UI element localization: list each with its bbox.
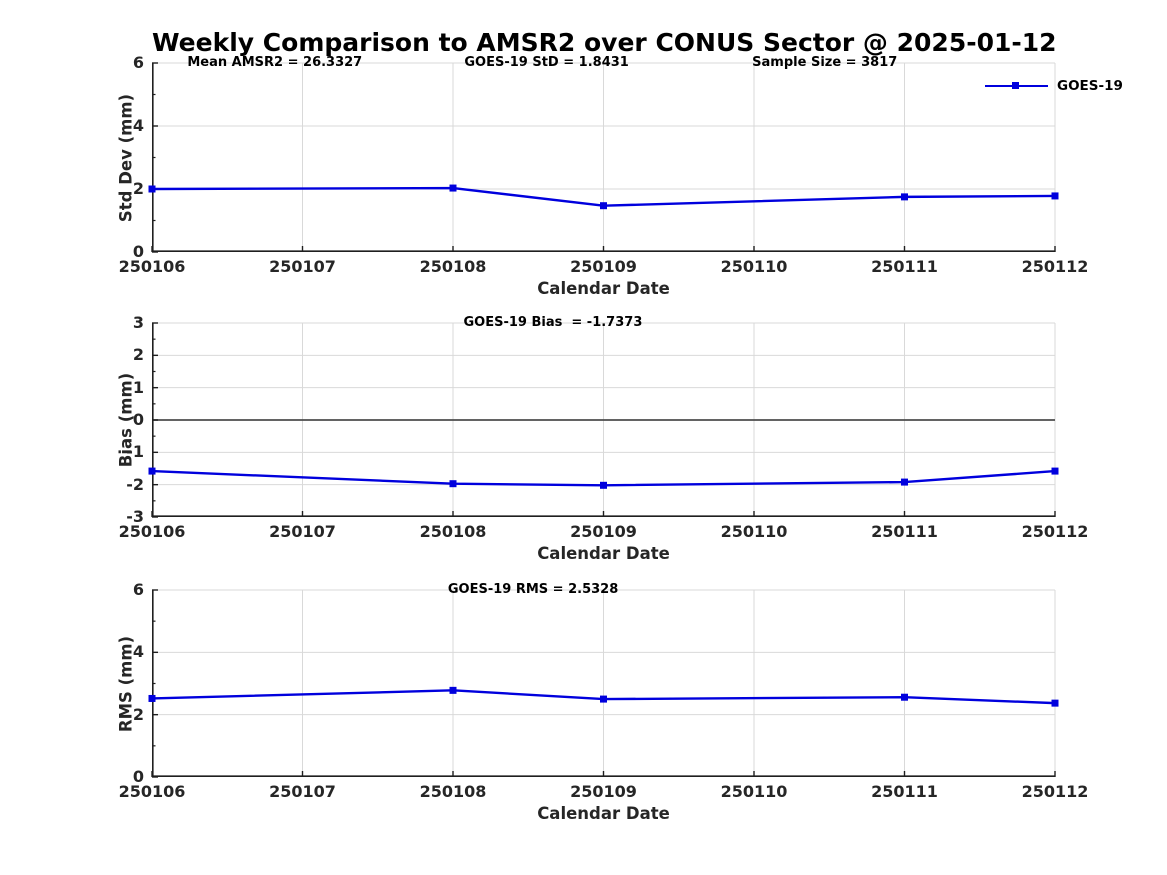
data-point-marker <box>1051 699 1059 707</box>
gridlines <box>152 589 1056 777</box>
data-point-marker <box>901 693 908 701</box>
y-tick-label: 0 <box>132 410 144 429</box>
x-tick-label: 250111 <box>871 257 938 276</box>
data-point-marker <box>1051 192 1059 200</box>
x-axis-label-stddev: Calendar Date <box>537 279 670 298</box>
legend-line-sample <box>985 82 1048 90</box>
y-tick-label: 2 <box>132 179 144 198</box>
x-tick-label: 250110 <box>720 257 788 276</box>
plot-area-bias <box>148 322 1059 518</box>
y-tick-label: 2 <box>132 704 144 724</box>
y-tick-label: 4 <box>132 116 144 135</box>
x-tick-label: 250106 <box>118 257 186 276</box>
x-tick-label: 250106 <box>118 522 186 541</box>
data-point-marker <box>148 694 156 702</box>
x-tick-label: 250111 <box>871 782 938 801</box>
annotation-stddev: GOES-19 StD = 1.8431 <box>464 55 629 70</box>
x-tick-label: 250109 <box>570 782 637 801</box>
x-tick-label: 250107 <box>269 782 336 801</box>
x-tick-label: 250106 <box>118 782 186 801</box>
plot-area-stddev <box>148 62 1059 253</box>
x-tick-label: 250110 <box>720 522 788 541</box>
axis-ticks <box>151 589 1056 778</box>
legend-square-marker-icon <box>1012 82 1019 90</box>
data-point-marker <box>449 480 457 488</box>
annotation-bias: GOES-19 Bias = -1.7373 <box>463 315 643 330</box>
x-axis-label-bias: Calendar Date <box>537 544 670 563</box>
legend-label: GOES-19 <box>1057 78 1123 94</box>
y-tick-label: 0 <box>132 767 144 786</box>
data-point-marker <box>1051 467 1059 475</box>
data-point-marker <box>449 686 457 694</box>
data-point-marker <box>148 185 156 193</box>
x-tick-label: 250108 <box>419 782 487 801</box>
data-point-marker <box>449 184 457 192</box>
data-point-marker <box>901 193 908 201</box>
x-tick-label: 250110 <box>720 782 788 801</box>
y-tick-label: -3 <box>126 507 144 526</box>
data-point-marker <box>600 695 607 703</box>
y-axis-label-stddev: Std Dev (mm) <box>116 93 136 222</box>
subplot-stddev: Std Dev (mm) Calendar Date GOES-19 25010… <box>117 53 1123 298</box>
chart-title: Weekly Comparison to AMSR2 over CONUS Se… <box>152 28 1057 57</box>
x-tick-label: 250112 <box>1021 782 1089 801</box>
y-tick-label: -2 <box>126 474 144 494</box>
annotation-stddev: Sample Size = 3817 <box>752 55 898 70</box>
x-tick-label: 250107 <box>269 522 336 541</box>
x-tick-label: 250112 <box>1021 522 1089 541</box>
legend: GOES-19 <box>985 77 1123 95</box>
x-tick-label: 250109 <box>570 257 637 276</box>
x-tick-label: 250109 <box>570 522 637 541</box>
x-axis-label-rms: Calendar Date <box>537 804 670 823</box>
x-tick-label: 250108 <box>419 257 487 276</box>
data-point-marker <box>600 481 607 489</box>
y-tick-label: 6 <box>132 53 144 72</box>
y-tick-label: 3 <box>132 313 144 332</box>
y-tick-label: 0 <box>132 242 144 261</box>
subplot-bias: Bias (mm) Calendar Date 250106 250107 2501… <box>117 313 1089 563</box>
x-tick-label: 250108 <box>419 522 487 541</box>
x-tick-label: 250112 <box>1021 257 1089 276</box>
y-tick-label: 2 <box>132 345 144 365</box>
data-point-marker <box>901 478 908 486</box>
y-tick-label: 1 <box>132 377 144 397</box>
x-tick-label: 250111 <box>871 522 938 541</box>
data-point-marker <box>600 202 607 210</box>
annotation-stddev: Mean AMSR2 = 26.3327 <box>187 55 363 70</box>
gridlines <box>152 62 1056 252</box>
data-point-marker <box>148 467 156 475</box>
plot-area-rms <box>148 589 1059 778</box>
y-tick-label: 6 <box>132 580 144 599</box>
subplot-rms: RMS (mm) Calendar Date 250106 250107 25010… <box>117 580 1089 823</box>
y-tick-label: -1 <box>126 442 144 462</box>
annotation-rms: GOES-19 RMS = 2.5328 <box>447 582 619 597</box>
x-tick-label: 250107 <box>269 257 336 276</box>
y-tick-label: 4 <box>132 642 144 662</box>
